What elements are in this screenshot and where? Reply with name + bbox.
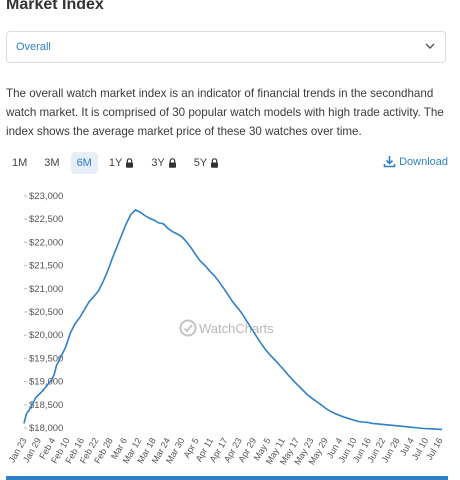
download-label: Download bbox=[399, 155, 448, 168]
watermark-text: WatchCharts bbox=[199, 321, 274, 336]
watermark: WatchCharts bbox=[179, 319, 274, 337]
range-tab-label: 3Y bbox=[151, 157, 165, 169]
download-icon bbox=[383, 156, 396, 168]
range-tab-3y[interactable]: 3Y bbox=[145, 152, 182, 174]
index-description: The overall watch market index is an ind… bbox=[6, 87, 444, 138]
y-tick-label: $23,000 bbox=[29, 191, 63, 202]
y-tick-label: $18,000 bbox=[29, 423, 63, 434]
y-tick-label: $21,000 bbox=[29, 284, 63, 295]
download-button[interactable]: Download bbox=[383, 155, 448, 168]
market-index-chart: $18,000 $18,500 $19,000 $19,500 $20,000 $20,5… bbox=[7, 191, 445, 467]
range-tab-6m[interactable]: 6M bbox=[70, 152, 98, 174]
range-tab-3m[interactable]: 3M bbox=[38, 152, 65, 174]
y-tick-label: $18,500 bbox=[29, 400, 63, 411]
index-selector-value: Overall bbox=[16, 41, 51, 53]
range-tab-1y[interactable]: 1Y bbox=[103, 152, 140, 174]
range-tab-1m[interactable]: 1M bbox=[6, 152, 33, 174]
lock-icon bbox=[126, 158, 134, 168]
y-tick-label: $21,500 bbox=[29, 261, 63, 272]
y-tick-label: $20,500 bbox=[29, 307, 63, 318]
y-tick-label: $20,000 bbox=[29, 330, 63, 341]
bottom-accent-bar bbox=[6, 476, 448, 480]
y-axis: $18,000 $18,500 $19,000 $19,500 $20,000 $20,5… bbox=[24, 191, 63, 434]
watchcharts-logo-icon bbox=[179, 319, 197, 337]
range-tab-label: 6M bbox=[76, 157, 92, 169]
lock-icon bbox=[211, 158, 219, 168]
range-tab-label: 3M bbox=[44, 157, 60, 169]
y-tick-label: $19,000 bbox=[29, 377, 63, 388]
range-tab-label: 5Y bbox=[193, 157, 208, 169]
range-tab-5y[interactable]: 5Y bbox=[188, 152, 225, 174]
time-range-tabs: 1M 3M 6M 1Y 3Y 5Y bbox=[6, 152, 230, 174]
chevron-down-icon bbox=[425, 43, 435, 49]
y-tick-label: $19,500 bbox=[29, 353, 63, 364]
y-tick-label: $22,000 bbox=[29, 237, 63, 248]
index-selector[interactable]: Overall bbox=[6, 31, 446, 63]
series-line bbox=[23, 208, 443, 431]
lock-icon bbox=[168, 158, 176, 168]
range-tab-label: 1Y bbox=[108, 157, 123, 169]
y-tick-label: $22,500 bbox=[29, 214, 63, 225]
range-tab-label: 1M bbox=[12, 157, 28, 169]
page-title: Market Index bbox=[6, 0, 104, 13]
